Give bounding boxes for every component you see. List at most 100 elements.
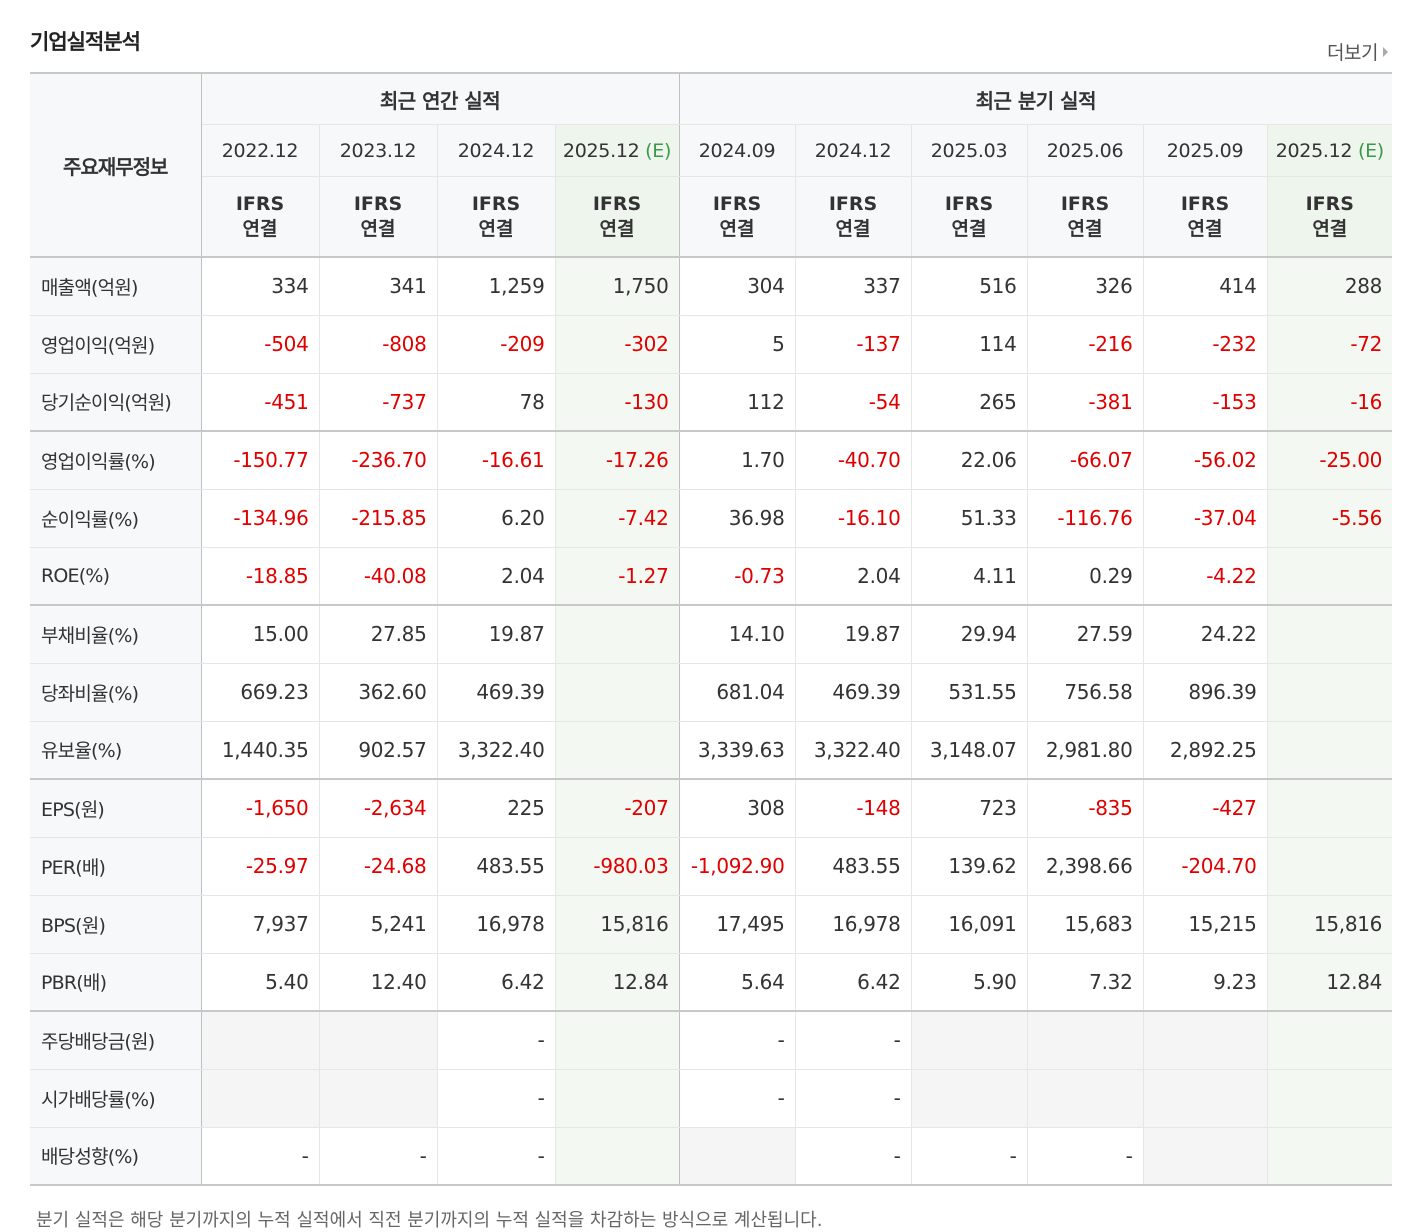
value-cell <box>1266 1127 1393 1186</box>
value-cell: 5.40 <box>200 953 319 1012</box>
value-cell: 15,683 <box>1026 895 1144 954</box>
value-cell: 414 <box>1142 257 1268 316</box>
period-label: 2024.09 <box>698 139 776 162</box>
basis-scope: 연결 <box>242 217 278 240</box>
value-cell: 337 <box>794 257 912 316</box>
value-cell: 6.20 <box>436 489 555 548</box>
accounting-basis-header: IFRS 연결 <box>436 176 555 258</box>
value-cell: 2.04 <box>794 547 912 606</box>
period-label: 2023.12 <box>339 139 417 162</box>
value-cell: -56.02 <box>1142 431 1268 490</box>
accounting-basis-header: IFRS 연결 <box>200 176 319 258</box>
value-cell: - <box>436 1011 555 1070</box>
value-cell: 14.10 <box>678 605 796 664</box>
period-label: 2024.12 <box>814 139 892 162</box>
value-cell: 16,091 <box>910 895 1028 954</box>
basis-scope: 연결 <box>835 217 871 240</box>
value-cell: 265 <box>910 373 1028 432</box>
row-label: BPS(원) <box>30 895 202 954</box>
row-label: 당좌비율(%) <box>30 663 202 722</box>
value-cell: -209 <box>436 315 555 374</box>
value-cell: -40.70 <box>794 431 912 490</box>
more-link[interactable]: 더보기 <box>1327 38 1388 65</box>
basis-scope: 연결 <box>360 217 396 240</box>
period-header: 2023.12 <box>318 124 437 177</box>
section-title: 기업실적분석 <box>30 30 141 54</box>
value-cell: 469.39 <box>436 663 555 722</box>
table-row: 영업이익(억원) -504 -808 -209 -302 5 -137 114 -216 -232… <box>30 315 1393 374</box>
value-cell <box>1266 547 1393 606</box>
value-cell: 19.87 <box>794 605 912 664</box>
value-cell: 16,978 <box>436 895 555 954</box>
value-cell: -302 <box>554 315 680 374</box>
value-cell: -835 <box>1026 779 1144 838</box>
table-row: 당기순이익(억원) -451 -737 78 -130 112 -54 265 -381 -153… <box>30 373 1393 432</box>
value-cell: -153 <box>1142 373 1268 432</box>
value-cell: 288 <box>1266 257 1393 316</box>
value-cell: -66.07 <box>1026 431 1144 490</box>
basis-standard: IFRS <box>235 192 285 215</box>
value-cell: 6.42 <box>436 953 555 1012</box>
accounting-basis-header: IFRS 연결 <box>554 176 680 258</box>
value-cell: -137 <box>794 315 912 374</box>
value-cell: -232 <box>1142 315 1268 374</box>
value-cell: - <box>1026 1127 1144 1186</box>
value-cell: -5.56 <box>1266 489 1393 548</box>
value-cell: 225 <box>436 779 555 838</box>
row-label: ROE(%) <box>30 547 202 606</box>
period-label: 2025.09 <box>1166 139 1244 162</box>
table-row: 배당성향(%) - - - - - - <box>30 1127 1393 1186</box>
period-header: 2024.12 <box>794 124 912 177</box>
value-cell: 15,215 <box>1142 895 1268 954</box>
value-cell: 27.59 <box>1026 605 1144 664</box>
accounting-basis-header: IFRS 연결 <box>1026 176 1144 258</box>
value-cell: -204.70 <box>1142 837 1268 896</box>
value-cell: 1.70 <box>678 431 796 490</box>
value-cell: 2,398.66 <box>1026 837 1144 896</box>
value-cell: 78 <box>436 373 555 432</box>
value-cell: 1,259 <box>436 257 555 316</box>
value-cell: 51.33 <box>910 489 1028 548</box>
value-cell <box>554 1011 680 1070</box>
value-cell <box>1266 605 1393 664</box>
value-cell: -980.03 <box>554 837 680 896</box>
value-cell: -150.77 <box>200 431 319 490</box>
value-cell: 27.85 <box>318 605 437 664</box>
value-cell: - <box>678 1011 796 1070</box>
value-cell <box>1266 1069 1393 1128</box>
value-cell: - <box>436 1069 555 1128</box>
period-label: 2025.12 <box>1275 139 1353 162</box>
caret-right-icon <box>1383 46 1388 57</box>
corner-header: 주요재무정보 <box>30 72 202 258</box>
value-cell: - <box>200 1127 319 1186</box>
row-label: 주당배당금(원) <box>30 1011 202 1070</box>
value-cell: -25.97 <box>200 837 319 896</box>
period-label: 2025.12 <box>562 139 640 162</box>
value-cell: -808 <box>318 315 437 374</box>
value-cell: -130 <box>554 373 680 432</box>
value-cell: 2.04 <box>436 547 555 606</box>
table-row: 시가배당률(%) - - - <box>30 1069 1393 1128</box>
value-cell: -134.96 <box>200 489 319 548</box>
value-cell: 341 <box>318 257 437 316</box>
value-cell: 896.39 <box>1142 663 1268 722</box>
value-cell: 483.55 <box>794 837 912 896</box>
value-cell <box>554 1069 680 1128</box>
table-row: 유보율(%) 1,440.35 902.57 3,322.40 3,339.63 3,32… <box>30 721 1393 780</box>
basis-standard: IFRS <box>1060 192 1110 215</box>
estimate-marker: (E) <box>645 139 672 162</box>
value-cell: -116.76 <box>1026 489 1144 548</box>
value-cell: -1,092.90 <box>678 837 796 896</box>
value-cell: 7.32 <box>1026 953 1144 1012</box>
value-cell: 3,339.63 <box>678 721 796 780</box>
period-header: 2022.12 <box>200 124 319 177</box>
value-cell: -37.04 <box>1142 489 1268 548</box>
table-row: BPS(원) 7,937 5,241 16,978 15,816 17,495 16,978… <box>30 895 1393 954</box>
value-cell: 1,750 <box>554 257 680 316</box>
period-label: 2022.12 <box>221 139 299 162</box>
value-cell: 4.11 <box>910 547 1028 606</box>
footnote: 분기 실적은 해당 분기까지의 누적 실적에서 직전 분기까지의 누적 실적을 … <box>36 1210 823 1231</box>
value-cell <box>318 1011 437 1070</box>
value-cell <box>1142 1011 1268 1070</box>
value-cell: 15,816 <box>554 895 680 954</box>
